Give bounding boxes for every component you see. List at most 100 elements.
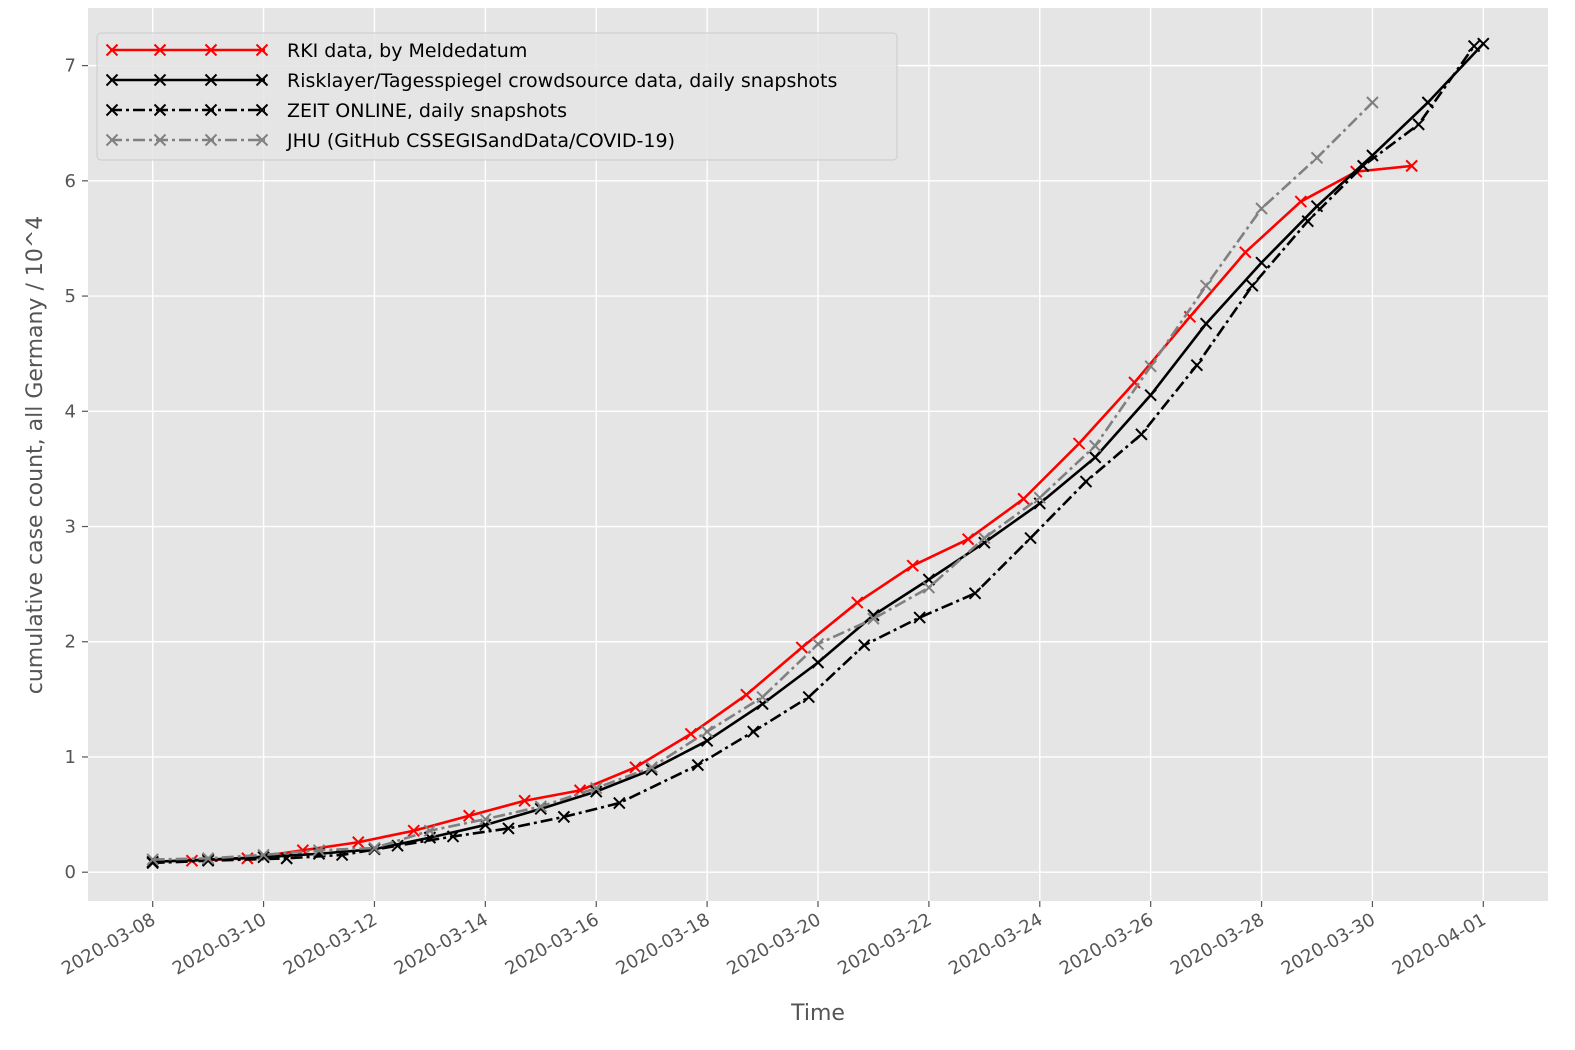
data-point-marker [1199,317,1213,330]
legend-label: ZEIT ONLINE, daily snapshots [287,100,567,122]
data-point-marker [153,73,167,87]
x-tick-label: 2020-03-08 [58,909,159,979]
data-point-marker [462,809,476,822]
data-point-marker [105,133,119,147]
data-point-marker [1255,256,1268,269]
data-point-marker [105,43,119,57]
data-point-marker [1079,475,1093,488]
y-tick-label: 0 [65,862,76,883]
data-point-marker [1144,388,1157,402]
legend-entry: RKI data, by Meldedatum [105,40,527,62]
data-point-marker [1135,428,1148,441]
x-tick-label: 2020-03-12 [280,909,381,979]
y-tick-label: 7 [65,56,76,77]
x-tick-label: 2020-03-26 [1056,909,1157,979]
data-point-marker [479,818,492,832]
x-tick-label: 2020-03-24 [945,909,1046,979]
legend-label: RKI data, by Meldedatum [287,40,527,62]
data-point-marker [146,853,159,866]
y-tick-label: 6 [65,171,76,192]
data-point-marker [312,844,326,857]
series-3 [146,39,1481,870]
data-point-marker [802,690,815,704]
data-point-marker [1366,149,1379,162]
data-point-marker [978,531,991,545]
legend: RKI data, by Meldedatum Risklayer/Tagessp… [96,32,898,161]
data-point-marker [557,810,571,824]
x-tick-label: 2020-03-10 [169,909,270,979]
data-point-marker [922,581,936,594]
x-axis-ticks: 2020-03-08 2020-03-10 2020-03-12 2020-03-14… [58,901,1490,980]
data-point-marker [255,103,269,117]
data-point-marker [153,133,167,147]
data-point-marker [1017,492,1030,506]
data-point-marker [851,596,864,609]
data-point-marker [700,725,714,738]
data-point-marker [613,796,626,810]
data-point-marker [391,839,404,852]
data-point-marker [153,103,167,117]
data-point-marker [446,830,460,843]
data-point-marker [1301,214,1314,228]
data-point-marker [1477,37,1490,50]
x-tick-label: 2020-03-30 [1278,909,1379,979]
legend-entry: JHU (GitHub CSSEGISandData/COVID-19) [105,130,675,152]
data-point-marker [795,641,809,654]
data-point-marker [1356,159,1370,173]
data-point-marker [811,637,825,651]
data-point-marker [204,133,218,147]
data-point-marker [978,536,991,549]
data-point-marker [645,761,658,774]
data-point-marker [1033,491,1046,504]
series-layer [146,37,1490,870]
data-point-marker [280,852,293,865]
data-point-marker [1239,246,1252,259]
data-point-marker [906,559,919,572]
y-tick-label: 5 [65,286,76,307]
data-point-marker [1190,358,1204,372]
data-point-marker [867,609,880,622]
legend-label: JHU (GitHub CSSEGISandData/COVID-19) [286,130,675,152]
data-point-marker [335,848,349,862]
data-point-marker [857,638,871,652]
data-point-marker [1405,159,1418,173]
data-point-marker [1089,439,1102,453]
data-point-marker [257,848,270,862]
data-point-marker [1255,202,1268,215]
data-point-marker [153,43,167,57]
data-point-marker [811,656,825,669]
data-point-marker [747,725,760,738]
x-tick-label: 2020-03-20 [723,909,824,979]
x-axis-label: Time [790,1001,845,1026]
data-point-marker [423,824,437,837]
data-point-marker [518,794,531,807]
data-point-marker [368,841,381,855]
data-point-marker [756,690,769,704]
data-point-marker [867,612,880,625]
y-axis-label: cumulative case count, all Germany / 10^… [23,216,48,695]
legend-label: Risklayer/Tagesspiegel crowdsource data,… [287,70,837,92]
x-tick-label: 2020-03-16 [502,909,603,979]
y-tick-label: 1 [65,747,76,768]
data-point-marker [204,43,218,57]
data-point-marker [255,43,269,57]
data-point-marker [204,103,218,117]
data-point-marker [105,103,119,117]
legend-entry: Risklayer/Tagesspiegel crowdsource data,… [105,70,837,92]
y-axis-ticks: 0 1 2 3 4 5 6 7 [65,56,88,883]
data-point-marker [1467,39,1481,53]
data-point-marker [590,781,603,795]
data-point-marker [502,822,515,835]
x-tick-label: 2020-04-01 [1389,909,1490,979]
series-4 [146,96,1379,866]
data-point-marker [1366,96,1379,109]
data-point-marker [691,758,705,772]
data-point-marker [961,532,975,546]
x-tick-label: 2020-03-28 [1167,909,1268,979]
legend-box [96,32,898,161]
y-tick-label: 2 [65,632,76,653]
data-point-marker [1024,531,1037,545]
x-tick-label: 2020-03-18 [613,909,714,979]
data-point-marker [105,73,119,87]
